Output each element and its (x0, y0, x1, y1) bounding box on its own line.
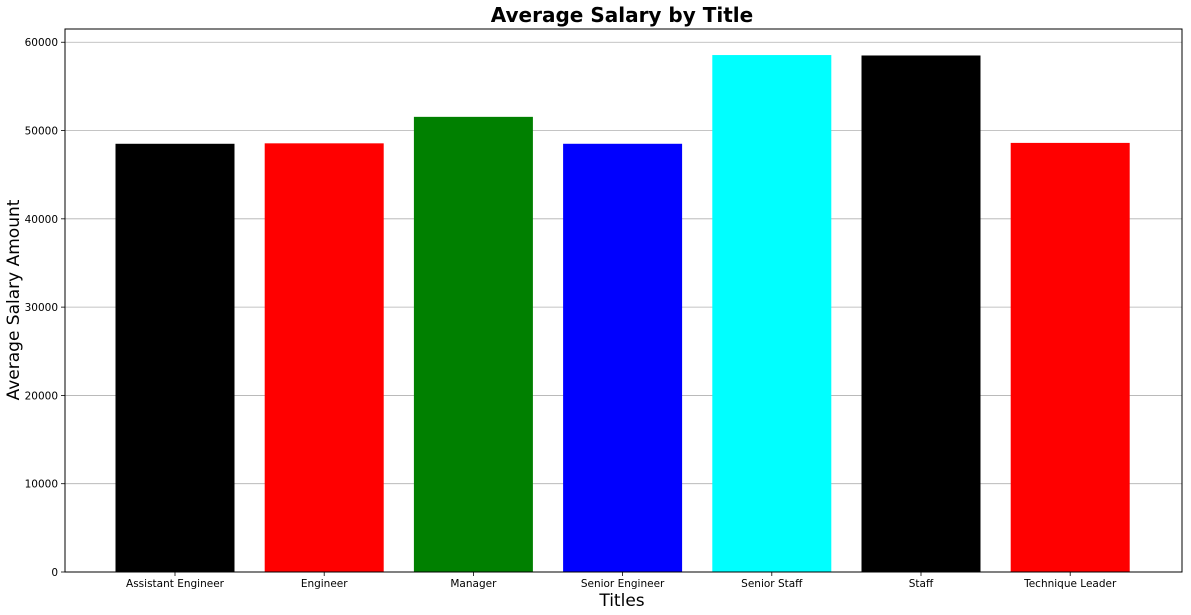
y-tick-label: 40000 (25, 214, 58, 226)
x-tick-label: Senior Engineer (581, 578, 665, 590)
y-tick-label: 60000 (25, 37, 58, 49)
bars (115, 55, 1130, 573)
chart-title: Average Salary by Title (491, 3, 753, 27)
y-tick-label: 50000 (25, 126, 58, 138)
y-tick-label: 20000 (25, 390, 58, 402)
x-tick-label: Senior Staff (741, 578, 803, 590)
bar (861, 55, 981, 573)
bar (1010, 142, 1130, 572)
bar (413, 116, 533, 572)
x-tick-label: Technique Leader (1023, 578, 1117, 590)
y-axis-label: Average Salary Amount (4, 199, 24, 400)
y-tick-label: 0 (51, 567, 58, 579)
x-axis-label: Titles (598, 591, 644, 611)
y-tick-label: 30000 (25, 302, 58, 314)
bar (712, 55, 832, 573)
y-axis-ticks: 0 10000 20000 30000 40000 50000 60000 (25, 37, 65, 579)
bar (115, 143, 235, 572)
x-axis-ticks: Assistant Engineer Engineer Manager Senior … (126, 572, 1117, 590)
x-tick-label: Staff (909, 578, 934, 590)
bar (563, 143, 683, 572)
x-tick-label: Engineer (301, 578, 348, 590)
plot-area-frame (64, 28, 1183, 573)
x-tick-label: Assistant Engineer (126, 578, 225, 590)
x-tick-label: Manager (450, 578, 497, 590)
y-tick-label: 10000 (25, 479, 58, 491)
bar (264, 143, 384, 572)
